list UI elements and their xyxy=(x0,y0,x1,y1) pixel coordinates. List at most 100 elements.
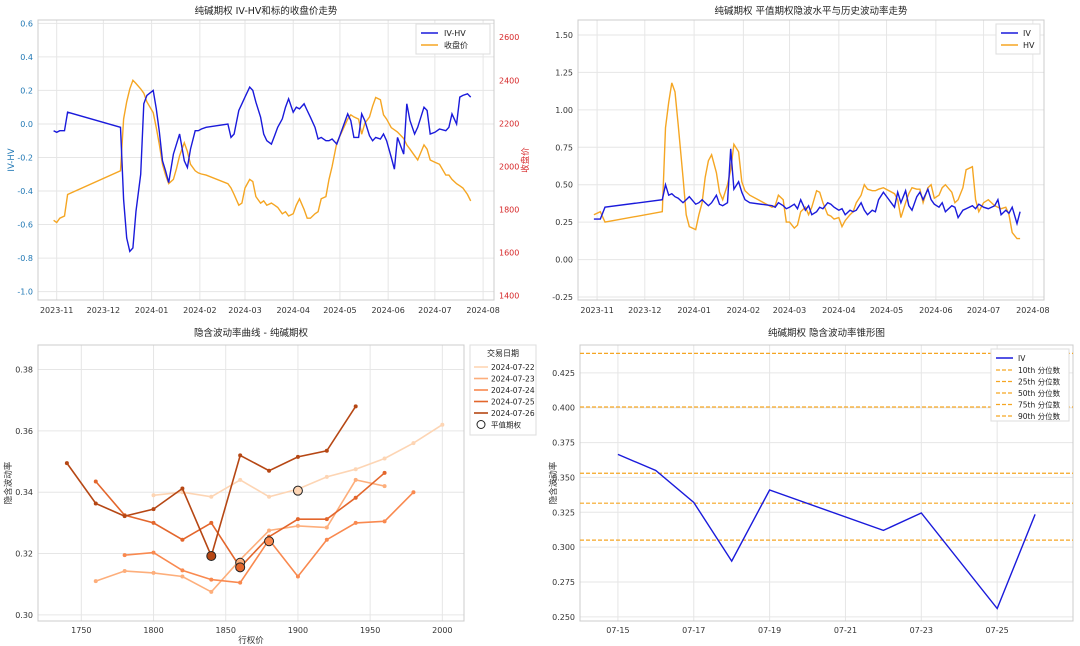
smile-point xyxy=(209,577,214,582)
y-tick-label: 0.350 xyxy=(552,473,575,482)
y-tick-label: 0.36 xyxy=(15,427,33,436)
x-tick-label: 2024-03 xyxy=(773,306,806,315)
smile-point xyxy=(324,525,329,530)
x-tick-label: 2000 xyxy=(432,626,452,635)
smile-point xyxy=(122,569,127,574)
y2-tick-label: 2600 xyxy=(499,33,519,42)
x-tick-label: 2024-03 xyxy=(228,306,261,315)
iv-hv-line xyxy=(53,85,472,253)
smile-point xyxy=(151,570,156,575)
y-tick-label: 0.300 xyxy=(552,543,575,552)
x-tick-label: 07-17 xyxy=(682,626,705,635)
y-tick-label: 0.32 xyxy=(15,550,33,559)
plot-frame xyxy=(577,19,1045,301)
close-price-line xyxy=(53,79,472,224)
x-tick-label: 2023-12 xyxy=(628,306,661,315)
smile-point xyxy=(382,470,387,475)
legend-label: IV xyxy=(1018,354,1026,363)
smile-point xyxy=(382,519,387,524)
smile-point xyxy=(353,404,358,409)
y-tick-label: 0.275 xyxy=(552,578,575,587)
y-tick-label: 0.0 xyxy=(20,120,33,129)
legend-label: 收盘价 xyxy=(444,40,468,50)
y-tick-label: -0.4 xyxy=(17,187,33,196)
x-tick-label: 2024-07 xyxy=(418,306,451,315)
smile-point xyxy=(93,501,98,506)
smile-point xyxy=(411,441,416,446)
x-tick-label: 2023-12 xyxy=(87,306,120,315)
y-tick-label: -0.25 xyxy=(552,293,573,302)
legend-label: 50th 分位数 xyxy=(1018,388,1061,398)
x-tick-label: 07-15 xyxy=(606,626,629,635)
smile-point xyxy=(324,517,329,522)
x-tick-label: 1900 xyxy=(288,626,308,635)
legend-label: 平值期权 xyxy=(491,420,521,430)
x-tick-label: 1800 xyxy=(143,626,163,635)
x-tick-label: 07-21 xyxy=(834,626,857,635)
x-tick-label: 2024-04 xyxy=(822,306,855,315)
smile-point xyxy=(238,580,243,585)
smile-point xyxy=(64,461,69,466)
y2-tick-label: 2400 xyxy=(499,76,519,85)
y2-tick-label: 2000 xyxy=(499,162,519,171)
smile-point xyxy=(440,422,445,427)
y-tick-label: 0.2 xyxy=(20,86,33,95)
x-tick-label: 2024-01 xyxy=(677,306,710,315)
x-tick-label: 2024-01 xyxy=(135,306,168,315)
smile-point xyxy=(122,553,127,558)
smile-point xyxy=(295,523,300,528)
y2-tick-label: 1600 xyxy=(499,249,519,258)
legend-box xyxy=(990,348,1070,422)
y2-tick-label: 2200 xyxy=(499,119,519,128)
legend-atm-swatch xyxy=(476,420,486,429)
smile-point xyxy=(151,520,156,525)
legend-label: 2024-07-26 xyxy=(491,409,535,418)
smile-point xyxy=(180,537,185,542)
y-tick-label: 1.25 xyxy=(555,68,573,77)
y-tick-label: -0.2 xyxy=(17,153,33,162)
smile-point xyxy=(267,494,272,499)
smile-point xyxy=(209,520,214,525)
plot-frame xyxy=(37,19,495,301)
x-tick-label: 2024-06 xyxy=(371,306,404,315)
legend-box xyxy=(415,23,491,55)
smile-point xyxy=(209,589,214,594)
smile-point xyxy=(295,517,300,522)
y-tick-label: -0.8 xyxy=(17,254,33,263)
x-tick-label: 2024-06 xyxy=(919,306,952,315)
atm-marker xyxy=(206,550,217,561)
x-tick-label: 2023-11 xyxy=(40,306,73,315)
x-tick-label: 2024-02 xyxy=(727,306,760,315)
smile-point xyxy=(382,484,387,489)
legend-label: IV xyxy=(1023,29,1031,38)
x-tick-label: 07-25 xyxy=(986,626,1009,635)
smile-point xyxy=(295,454,300,459)
x-tick-label: 2024-07 xyxy=(967,306,1000,315)
plot-frame xyxy=(579,344,1074,622)
x-tick-label: 2024-04 xyxy=(277,306,310,315)
y-axis-label: IV-HV xyxy=(7,148,17,171)
smile-line-2024-07-23 xyxy=(95,478,385,593)
x-tick-label: 2023-11 xyxy=(580,306,613,315)
legend-label: 2024-07-24 xyxy=(491,386,535,395)
smile-point xyxy=(324,474,329,479)
y-axis-label: 隐含波动率 xyxy=(3,461,14,504)
y-tick-label: 0.30 xyxy=(15,611,33,620)
plot-frame xyxy=(37,344,465,622)
legend-label: 2024-07-25 xyxy=(491,398,535,407)
smile-point xyxy=(238,477,243,482)
legend-title: 交易日期 xyxy=(487,348,519,358)
x-tick-label: 2024-08 xyxy=(466,306,499,315)
iv-cone-chart: 纯碱期权 隐含波动率锥形图 07-15 07-17 07-19 07-21 07-23 07… xyxy=(548,327,1074,635)
smile-line-2024-07-26 xyxy=(66,405,357,559)
smile-point xyxy=(151,550,156,555)
smile-point xyxy=(180,568,185,573)
y-tick-label: 0.325 xyxy=(552,508,575,517)
chart-title: 隐含波动率曲线 - 纯碱期权 xyxy=(194,327,308,339)
y-tick-label: 0.00 xyxy=(555,256,573,265)
x-tick-label: 2024-08 xyxy=(1016,306,1049,315)
y-axis-label: 隐含波动率 xyxy=(548,461,559,504)
smile-point xyxy=(93,479,98,484)
smile-point xyxy=(180,574,185,579)
